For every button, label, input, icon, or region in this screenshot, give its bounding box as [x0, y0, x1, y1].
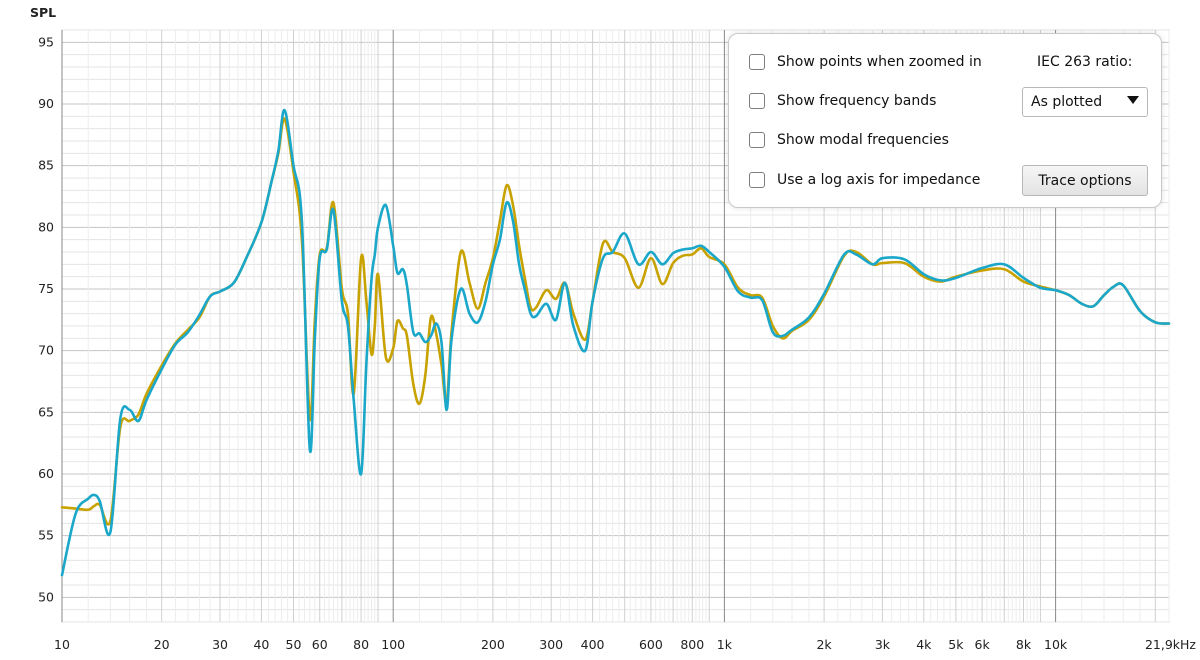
x-tick-label: 300 — [539, 637, 563, 652]
series-line-2 — [60, 108, 1171, 577]
y-tick-label: 80 — [38, 219, 54, 234]
chevron-down-icon — [1127, 96, 1139, 104]
y-tick-label: 50 — [38, 589, 54, 604]
show-points-option[interactable]: Show points when zoomed in — [749, 54, 982, 70]
y-tick-label: 60 — [38, 466, 54, 481]
x-tick-label: 60 — [312, 637, 328, 652]
x-tick-label: 40 — [253, 637, 269, 652]
show-frequency-bands-label: Show frequency bands — [777, 93, 937, 109]
x-tick-label: 30 — [212, 637, 228, 652]
show-modal-frequencies-label: Show modal frequencies — [777, 132, 949, 148]
y-axis-ticks: 50 55 60 65 70 75 80 85 90 95 — [38, 34, 54, 604]
y-tick-label: 90 — [38, 96, 54, 111]
x-tick-label: 400 — [581, 637, 605, 652]
y-tick-label: 75 — [38, 281, 54, 296]
x-tick-label: 4k — [916, 637, 932, 652]
x-tick-label: 6k — [975, 637, 991, 652]
x-tick-label: 1k — [717, 637, 733, 652]
x-tick-label: 8k — [1016, 637, 1032, 652]
log-impedance-label: Use a log axis for impedance — [777, 172, 981, 188]
y-tick-label: 65 — [38, 404, 54, 419]
x-tick-label: 20 — [154, 637, 170, 652]
x-tick-label: 80 — [353, 637, 369, 652]
show-modal-frequencies-option[interactable]: Show modal frequencies — [749, 132, 949, 148]
iec-ratio-select[interactable]: As plotted — [1022, 87, 1148, 117]
show-frequency-bands-option[interactable]: Show frequency bands — [749, 93, 936, 109]
x-axis-ticks: 10 20 30 40 50 60 80 100 200 300 400 600 800 1k 2k 3k 4k… — [54, 637, 1196, 652]
x-tick-label: 100 — [381, 637, 405, 652]
x-tick-label: 600 — [639, 637, 663, 652]
y-tick-label: 85 — [38, 158, 54, 173]
y-axis-label: SPL — [30, 5, 56, 20]
show-frequency-bands-checkbox[interactable] — [749, 93, 765, 109]
show-points-label: Show points when zoomed in — [777, 54, 982, 70]
show-points-checkbox[interactable] — [749, 54, 765, 70]
x-tick-label: 10k — [1044, 637, 1068, 652]
x-tick-label: 200 — [481, 637, 505, 652]
x-tick-label: 5k — [948, 637, 964, 652]
chart-series — [60, 108, 1171, 577]
y-tick-label: 55 — [38, 528, 54, 543]
show-modal-frequencies-checkbox[interactable] — [749, 132, 765, 148]
x-tick-label: 10 — [54, 637, 70, 652]
log-impedance-checkbox[interactable] — [749, 172, 765, 188]
y-tick-label: 95 — [38, 34, 54, 49]
x-tick-label: 21,9kHz — [1145, 637, 1196, 652]
graph-options-panel: Show points when zoomed in Show frequenc… — [728, 33, 1162, 208]
trace-options-button[interactable]: Trace options — [1022, 165, 1148, 196]
x-tick-label: 50 — [286, 637, 302, 652]
y-tick-label: 70 — [38, 343, 54, 358]
x-tick-label: 800 — [680, 637, 704, 652]
x-tick-label: 2k — [816, 637, 832, 652]
iec-ratio-label: IEC 263 ratio: — [1037, 54, 1133, 70]
x-tick-label: 3k — [875, 637, 891, 652]
log-impedance-option[interactable]: Use a log axis for impedance — [749, 172, 980, 188]
iec-ratio-select-value: As plotted — [1031, 94, 1103, 110]
